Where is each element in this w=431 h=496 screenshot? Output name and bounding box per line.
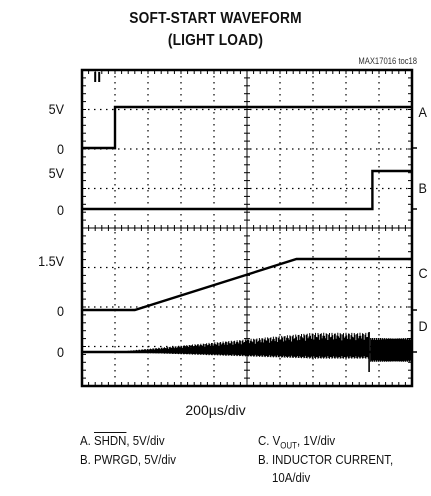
tick-label-c-zero: 0 — [56, 303, 64, 319]
figure-reference: MAX17016 toc18 — [358, 56, 417, 66]
time-scale-label: 200µs/div — [185, 402, 246, 418]
trace-channel-c — [82, 257, 412, 312]
legend-entry-d: B. INDUCTOR CURRENT, — [258, 452, 394, 467]
legend-entry-c: C. VOUT, 1V/div — [258, 433, 336, 451]
channel-label-a: A — [418, 104, 427, 120]
tick-label-b-high: 5V — [48, 165, 64, 181]
channel-label-c: C — [418, 265, 428, 281]
legend-entry-b: B. PWRGD, 5V/div — [80, 452, 176, 467]
trace-channel-d-ripple — [115, 332, 369, 359]
tick-label-a-zero: 0 — [56, 141, 64, 157]
chart-subtitle: (LIGHT LOAD) — [167, 32, 264, 49]
chart-title: SOFT-START WAVEFORM — [129, 10, 302, 27]
tick-label-a-high: 5V — [48, 101, 64, 117]
trace-channel-b — [82, 169, 412, 211]
legend-shdn-signal: SHDN — [93, 433, 127, 448]
channel-label-d: D — [418, 318, 428, 334]
legend-entry-a: A. SHDN, 5V/div — [80, 433, 165, 448]
trace-channel-a — [82, 105, 412, 150]
tick-label-d-zero: 0 — [56, 344, 64, 360]
legend-entry-d-cont: 10A/div — [272, 470, 311, 485]
trace-channel-d-burst — [370, 338, 413, 362]
tick-label-c-high: 1.5V — [38, 253, 64, 269]
channel-label-b: B — [418, 180, 427, 196]
trigger-marker — [94, 72, 101, 82]
scope-frame — [80, 68, 414, 388]
tick-label-b-zero: 0 — [56, 202, 64, 218]
